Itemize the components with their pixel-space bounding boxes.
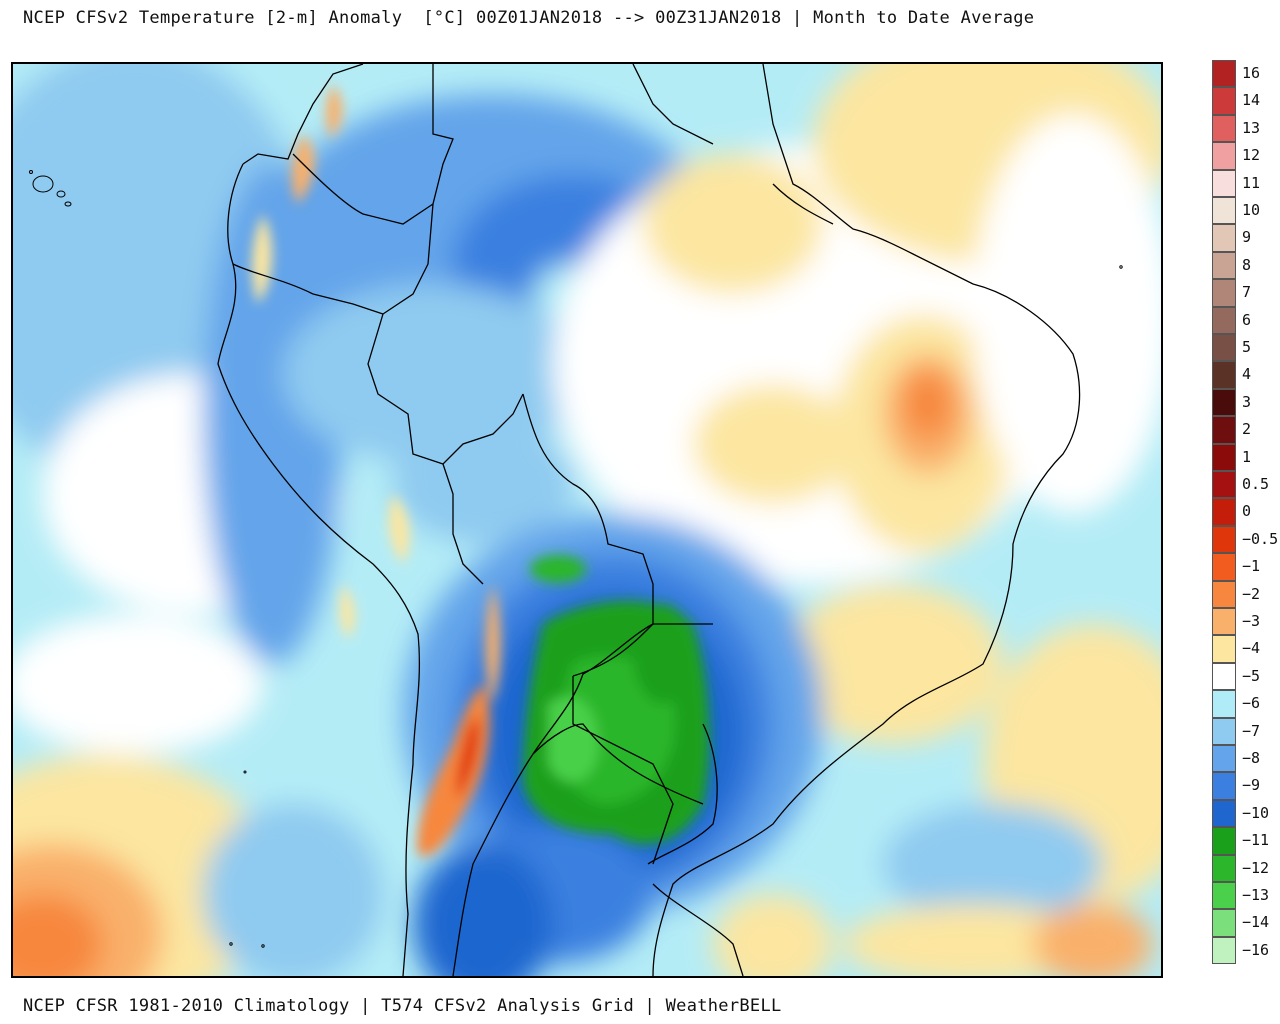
map-canvas [13,64,1161,976]
colorbar-swatch [1212,334,1236,362]
colorbar-label: 0.5 [1242,475,1270,493]
colorbar-label: −11 [1242,831,1270,850]
colorbar-label: −2 [1242,584,1261,603]
colorbar-label: −3 [1242,612,1261,630]
andes-warm-streak [251,84,501,856]
colorbar-swatch [1212,60,1236,88]
colorbar-label: −1 [1242,557,1261,576]
colorbar-swatch [1212,224,1236,252]
colorbar-swatch [1212,662,1236,691]
colorbar-swatch [1212,306,1236,334]
colorbar-label: 5 [1242,338,1252,356]
colorbar-label: −12 [1242,858,1270,877]
colorbar-label: 9 [1242,228,1252,247]
colorbar-label: 6 [1242,310,1252,329]
colorbar-swatch [1212,717,1236,745]
colorbar-label: 2 [1242,420,1252,439]
colorbar-swatch [1212,416,1236,444]
colorbar-swatch [1212,799,1236,828]
colorbar-label: −6 [1242,694,1261,713]
footer-credit: NCEP CFSR 1981-2010 Climatology | T574 C… [23,996,782,1016]
chart-title: NCEP CFSv2 Temperature [2-m] Anomaly [°C… [23,8,1035,28]
colorbar-label: 0 [1242,502,1252,521]
colorbar-label: −8 [1242,749,1261,767]
colorbar-swatch [1212,553,1236,581]
colorbar-swatch [1212,580,1236,608]
colorbar-swatch [1212,388,1236,417]
colorbar-swatch [1212,745,1236,773]
colorbar-label: 12 [1242,146,1261,165]
colorbar-label: 3 [1242,392,1252,411]
colorbar-swatch [1212,169,1236,197]
colorbar-swatch [1212,114,1236,143]
colorbar-swatch [1212,882,1236,910]
colorbar-swatch [1212,443,1236,471]
colorbar-label: 7 [1242,283,1252,302]
colorbar-label: −5 [1242,666,1261,685]
colorbar-swatch [1212,279,1236,307]
colorbar-label: −14 [1242,913,1270,932]
colorbar-swatch [1212,361,1236,389]
colorbar-swatch [1212,608,1236,636]
colorbar-label: 14 [1242,91,1261,110]
colorbar-label: −9 [1242,776,1261,795]
colorbar-label: 16 [1242,64,1261,82]
colorbar-label: 4 [1242,365,1252,384]
colorbar-swatch [1212,690,1236,718]
anomaly-map [11,62,1163,978]
islands [29,170,1123,948]
anomaly-field [13,64,1161,976]
borders [217,64,1081,976]
colorbar-label: −16 [1242,940,1270,959]
colorbar-label: 13 [1242,118,1261,137]
colorbar-swatch [1212,772,1236,800]
colorbar-swatch [1212,936,1236,965]
colorbar-label: −0.5 [1242,529,1279,548]
colorbar-swatch [1212,197,1236,225]
colorbar-swatch [1212,251,1236,280]
colorbar-label: −13 [1242,886,1270,904]
colorbar-swatch [1212,87,1236,115]
colorbar-swatch [1212,909,1236,937]
colorbar-legend: 16 14 13 12 11 10 9 8 7 6 5 4 3 2 1 0.5 0 −0.5 −1 −2 −3 −4 −5 −… [1212,60,1280,965]
colorbar-swatch [1212,827,1236,855]
colorbar-swatch [1212,471,1236,499]
colorbar-swatch [1212,142,1236,170]
colorbar-label: 1 [1242,447,1252,466]
colorbar-label: 8 [1242,255,1252,274]
colorbar-label: 10 [1242,201,1261,219]
colorbar-label: −4 [1242,639,1261,658]
colorbar-swatch [1212,635,1236,663]
colorbar-swatch [1212,525,1236,554]
colorbar-label: 11 [1242,173,1261,192]
colorbar-label: −10 [1242,803,1270,822]
colorbar-swatch [1212,854,1236,882]
colorbar-swatch [1212,498,1236,526]
colorbar-label: −7 [1242,721,1261,740]
